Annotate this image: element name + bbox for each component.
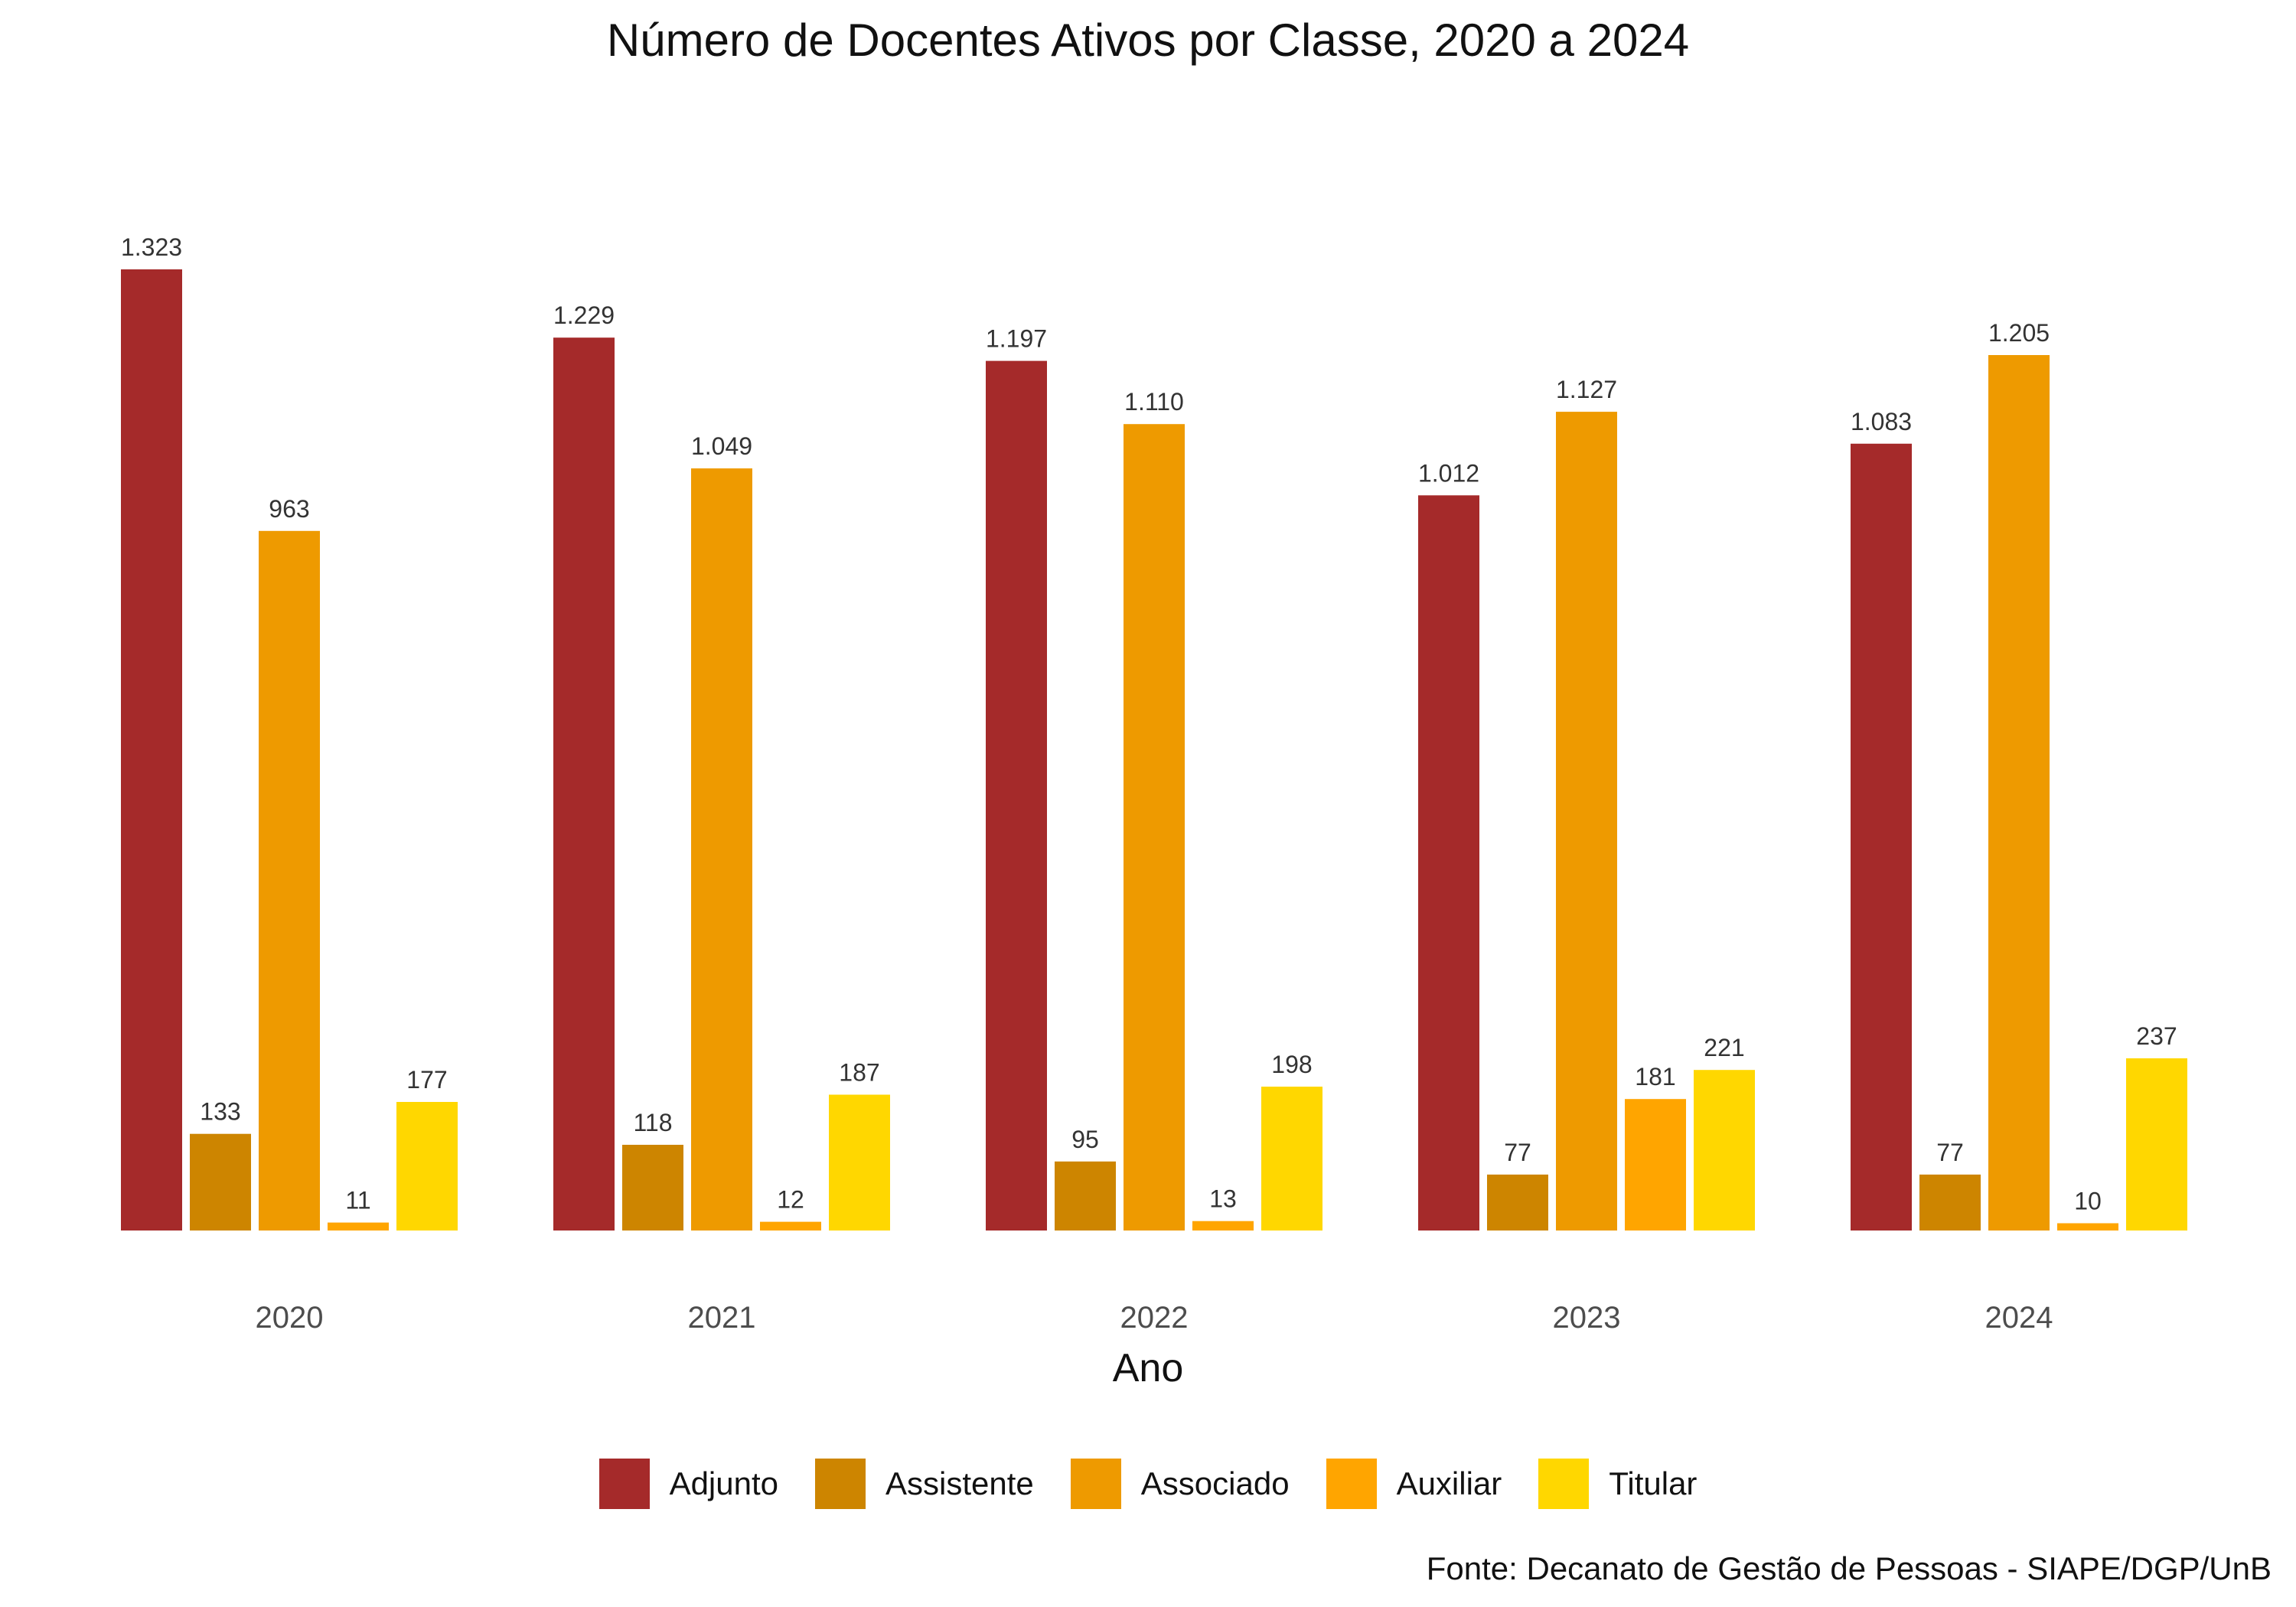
data-label-assistente-2021: 118 [633, 1109, 672, 1136]
bar-adjunto-2020 [121, 269, 182, 1231]
bar-titular-2021 [829, 1094, 890, 1231]
bar-assistente-2020 [190, 1133, 251, 1231]
x-tick-label-2020: 2020 [256, 1301, 324, 1335]
x-axis-label: Ano [1112, 1346, 1184, 1390]
data-label-adjunto-2020: 1.323 [121, 233, 182, 261]
data-label-auxiliar-2020: 11 [345, 1187, 370, 1214]
data-label-assistente-2024: 77 [1936, 1139, 1964, 1166]
data-label-assistente-2022: 95 [1071, 1126, 1099, 1153]
bar-titular-2024 [2126, 1058, 2187, 1231]
legend-swatch-assistente [815, 1459, 866, 1509]
bar-associado-2022 [1124, 424, 1185, 1231]
legend: Adjunto Assistente Associado Auxiliar Titula… [0, 1459, 2296, 1509]
legend-label-auxiliar: Auxiliar [1396, 1465, 1502, 1501]
data-label-associado-2020: 963 [269, 495, 309, 523]
data-label-adjunto-2022: 1.197 [986, 325, 1047, 353]
bar-associado-2024 [1988, 355, 2050, 1231]
bar-auxiliar-2023 [1625, 1099, 1686, 1231]
data-label-assistente-2020: 133 [200, 1098, 240, 1126]
legend-item-titular: Titular [1538, 1459, 1697, 1509]
bar-assistente-2021 [622, 1145, 683, 1231]
bar-titular-2022 [1261, 1087, 1322, 1231]
bar-assistente-2022 [1055, 1161, 1116, 1231]
data-label-adjunto-2024: 1.083 [1851, 408, 1912, 435]
bar-auxiliar-2020 [328, 1222, 389, 1231]
x-tick-label-2022: 2022 [1120, 1301, 1189, 1335]
x-tick-label-2021: 2021 [688, 1301, 756, 1335]
bar-associado-2021 [691, 468, 752, 1231]
data-label-titular-2023: 221 [1704, 1034, 1744, 1061]
data-label-auxiliar-2022: 13 [1209, 1185, 1237, 1213]
data-label-associado-2024: 1.205 [1988, 319, 2050, 347]
bar-auxiliar-2022 [1192, 1221, 1254, 1231]
data-label-assistente-2023: 77 [1504, 1139, 1531, 1166]
legend-swatch-adjunto [598, 1459, 650, 1509]
source-caption: Fonte: Decanato de Gestão de Pessoas - S… [1426, 1550, 2272, 1586]
data-label-titular-2024: 237 [2136, 1022, 2177, 1050]
bar-adjunto-2021 [553, 337, 615, 1231]
legend-swatch-associado [1070, 1459, 1121, 1509]
bar-adjunto-2022 [986, 360, 1047, 1231]
bar-assistente-2024 [1919, 1174, 1981, 1231]
bar-adjunto-2024 [1851, 443, 1912, 1231]
bar-assistente-2023 [1487, 1174, 1548, 1231]
legend-swatch-auxiliar [1326, 1459, 1377, 1509]
data-label-associado-2023: 1.127 [1556, 376, 1617, 403]
legend-item-associado: Associado [1070, 1459, 1290, 1509]
data-label-associado-2021: 1.049 [691, 432, 752, 460]
bar-titular-2023 [1694, 1070, 1755, 1231]
legend-label-assistente: Assistente [885, 1465, 1034, 1501]
bar-associado-2020 [259, 530, 320, 1231]
legend-label-associado: Associado [1140, 1465, 1290, 1501]
legend-item-assistente: Assistente [815, 1459, 1034, 1509]
data-label-auxiliar-2023: 181 [1635, 1063, 1675, 1090]
legend-item-adjunto: Adjunto [598, 1459, 779, 1509]
data-label-titular-2020: 177 [406, 1066, 447, 1094]
data-label-titular-2021: 187 [839, 1059, 879, 1087]
chart-title: Número de Docentes Ativos por Classe, 20… [606, 15, 1690, 66]
legend-label-titular: Titular [1609, 1465, 1698, 1501]
bar-auxiliar-2021 [760, 1221, 821, 1231]
data-label-auxiliar-2021: 12 [777, 1186, 804, 1214]
legend-label-adjunto: Adjunto [669, 1465, 779, 1501]
data-label-adjunto-2021: 1.229 [553, 302, 615, 329]
bar-auxiliar-2024 [2057, 1223, 2118, 1231]
data-label-auxiliar-2024: 10 [2074, 1188, 2102, 1215]
bar-adjunto-2023 [1418, 495, 1479, 1231]
data-label-titular-2022: 198 [1271, 1051, 1312, 1078]
legend-item-auxiliar: Auxiliar [1326, 1459, 1502, 1509]
bar-titular-2020 [396, 1102, 458, 1231]
data-label-associado-2022: 1.110 [1124, 388, 1184, 416]
data-label-adjunto-2023: 1.012 [1418, 459, 1479, 487]
legend-swatch-titular [1538, 1459, 1590, 1509]
bar-associado-2023 [1556, 412, 1617, 1231]
x-tick-label-2024: 2024 [1985, 1301, 2053, 1335]
x-tick-label-2023: 2023 [1553, 1301, 1621, 1335]
